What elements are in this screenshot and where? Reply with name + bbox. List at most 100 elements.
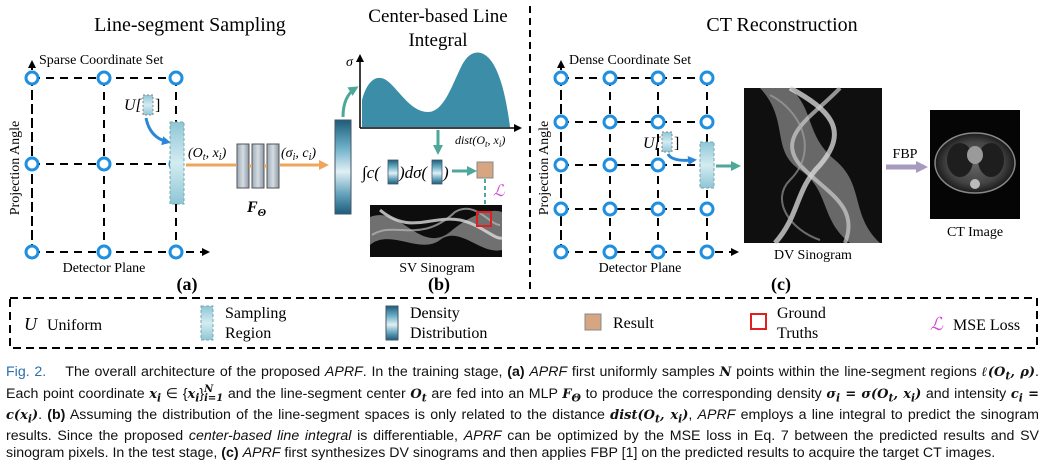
caption-math-rest: , x (660, 407, 679, 423)
legend-mse: MSE Loss (953, 317, 1020, 334)
caption-math-rest: = σ(O (840, 386, 889, 402)
sample-arrow-a (144, 117, 171, 146)
curve-x-rest: , x (488, 133, 500, 147)
caption-math-sub: t (654, 412, 660, 426)
caption-text: . (38, 406, 48, 423)
dense-grid (560, 77, 708, 252)
sampling-region-a (169, 121, 185, 205)
caption-text: first uniformly samples (567, 364, 720, 380)
caption-math-ell-rest: , ρ) (1010, 365, 1036, 380)
caption-tag-b: (b) (47, 406, 66, 423)
mlp-sub: Θ (258, 207, 267, 219)
caption-text: can be optimized by the MSE loss in Eq. … (6, 427, 1039, 462)
mlp-label: F (246, 199, 258, 216)
caption-text: . Each point coordinate (6, 364, 1039, 402)
caption-cbli: center-based line integral (188, 427, 352, 444)
svg-text:(Ot, xi): (Ot, xi) (188, 146, 227, 163)
caption-math-sub: t (421, 391, 427, 405)
uniform-op-c: U[ (643, 135, 662, 152)
output-close: ) (310, 146, 316, 161)
integral-mid: )dσ( (398, 163, 429, 182)
dv-sinogram-label: DV Sinogram (774, 248, 852, 263)
ct-image (930, 110, 1020, 219)
output-label: (σ (281, 146, 294, 161)
panel-c-y-label: Projection Angle (537, 121, 552, 216)
caption-aprf: APRF (324, 364, 363, 380)
caption-math-sub: Θ (571, 391, 581, 405)
integral-open: ∫c( (361, 163, 381, 183)
caption-math-c: c (1010, 386, 1019, 402)
sv-sinogram (370, 205, 503, 257)
caption-text: . In the training stage, (362, 364, 508, 380)
caption-aprf: APRF (463, 427, 502, 444)
caption-math-sub: i (835, 391, 841, 405)
legend-box (9, 297, 1038, 349)
panel-b-title-1: Center-based Line (368, 6, 507, 27)
caption-math-sub: t (1005, 369, 1011, 383)
density-bar-a (334, 119, 352, 215)
caption-math-brace: } (199, 385, 205, 402)
sv-sinogram-label: SV Sinogram (399, 261, 475, 276)
ground-truth-pixel (476, 211, 492, 227)
caption-text: , (688, 406, 698, 423)
legend-density-2: Distribution (410, 325, 487, 342)
integral-close: ) (442, 163, 449, 182)
caption-math-sigma: σ (826, 386, 836, 402)
caption-math-rest: = c(x (6, 386, 1040, 423)
mlp-block (236, 143, 280, 189)
caption-text: first synthesizes DV sinograms and then … (280, 445, 996, 462)
svg-text:dist(Ot, xi): dist(Ot, xi) (455, 133, 505, 149)
legend-uniform: Uniform (47, 317, 103, 334)
uniform-op-a: U[ (124, 97, 143, 114)
caption-aprf: APRF (529, 364, 568, 380)
caption-math-sub: i (678, 412, 683, 426)
caption-text: The overall architecture of the proposed (65, 364, 325, 380)
caption-math-x: x (149, 386, 157, 402)
caption-math-x: x (187, 386, 196, 402)
sampling-mini-c (661, 131, 673, 153)
density-curve (362, 52, 510, 127)
panel-a-tag: (a) (177, 274, 198, 295)
legend-mse-symbol: ℒ (930, 314, 944, 334)
legend-gt-1: Ground (777, 305, 826, 322)
legend-gt-2: Truths (777, 325, 818, 342)
caption-math-sup: N (204, 384, 214, 395)
caption-text: points within the line-segment regions (731, 364, 982, 380)
caption-tag-a: (a) (507, 364, 525, 380)
svg-text:FΘ: FΘ (246, 199, 267, 219)
caption-math-o: O (410, 386, 422, 402)
output-sub2: i (309, 152, 312, 163)
caption-text: and the line-segment center (223, 385, 411, 402)
legend-result: Result (613, 315, 654, 332)
caption-math-close: ) (31, 407, 39, 423)
input-label: (O (188, 146, 203, 161)
output-sub: i (293, 152, 296, 163)
caption-math-rest: , x (893, 386, 911, 402)
caption-math-ell: ℓ(O (981, 365, 1006, 380)
architecture-figure: Line-segment Sampling Sparse Coordinate … (8, 6, 1038, 349)
input-rest: , x (206, 146, 220, 161)
sampling-region-c (699, 141, 715, 189)
panel-a-x-label: Detector Plane (63, 261, 146, 276)
legend-density-1: Density (410, 305, 460, 322)
figure-caption: Fig. 2. The overall architecture of the … (6, 364, 1039, 463)
input-sub: t (203, 152, 206, 163)
curve-x-sub2: i (499, 139, 502, 149)
panel-b-title-2: Integral (408, 30, 467, 51)
curve-y-label: σ (346, 55, 354, 70)
legend-density-swatch (385, 305, 399, 341)
panel-a-y-label: Projection Angle (8, 121, 23, 216)
uniform-op-c-close: ] (674, 135, 679, 152)
caption-math-n: N (719, 365, 732, 380)
caption-math-close: ) (915, 386, 922, 402)
input-sub2: i (219, 152, 222, 163)
fbp-label: FBP (893, 147, 918, 162)
svg-text:U[: U[ (124, 97, 143, 114)
dv-sinogram (744, 85, 882, 245)
panel-b-tag: (b) (428, 274, 450, 295)
caption-math-f: F (562, 386, 572, 402)
caption-math-sub: i (195, 391, 200, 405)
caption-math-sub: i (27, 412, 32, 426)
caption-math-low: i=1 (204, 393, 224, 404)
curve-x-sub: t (485, 139, 488, 149)
